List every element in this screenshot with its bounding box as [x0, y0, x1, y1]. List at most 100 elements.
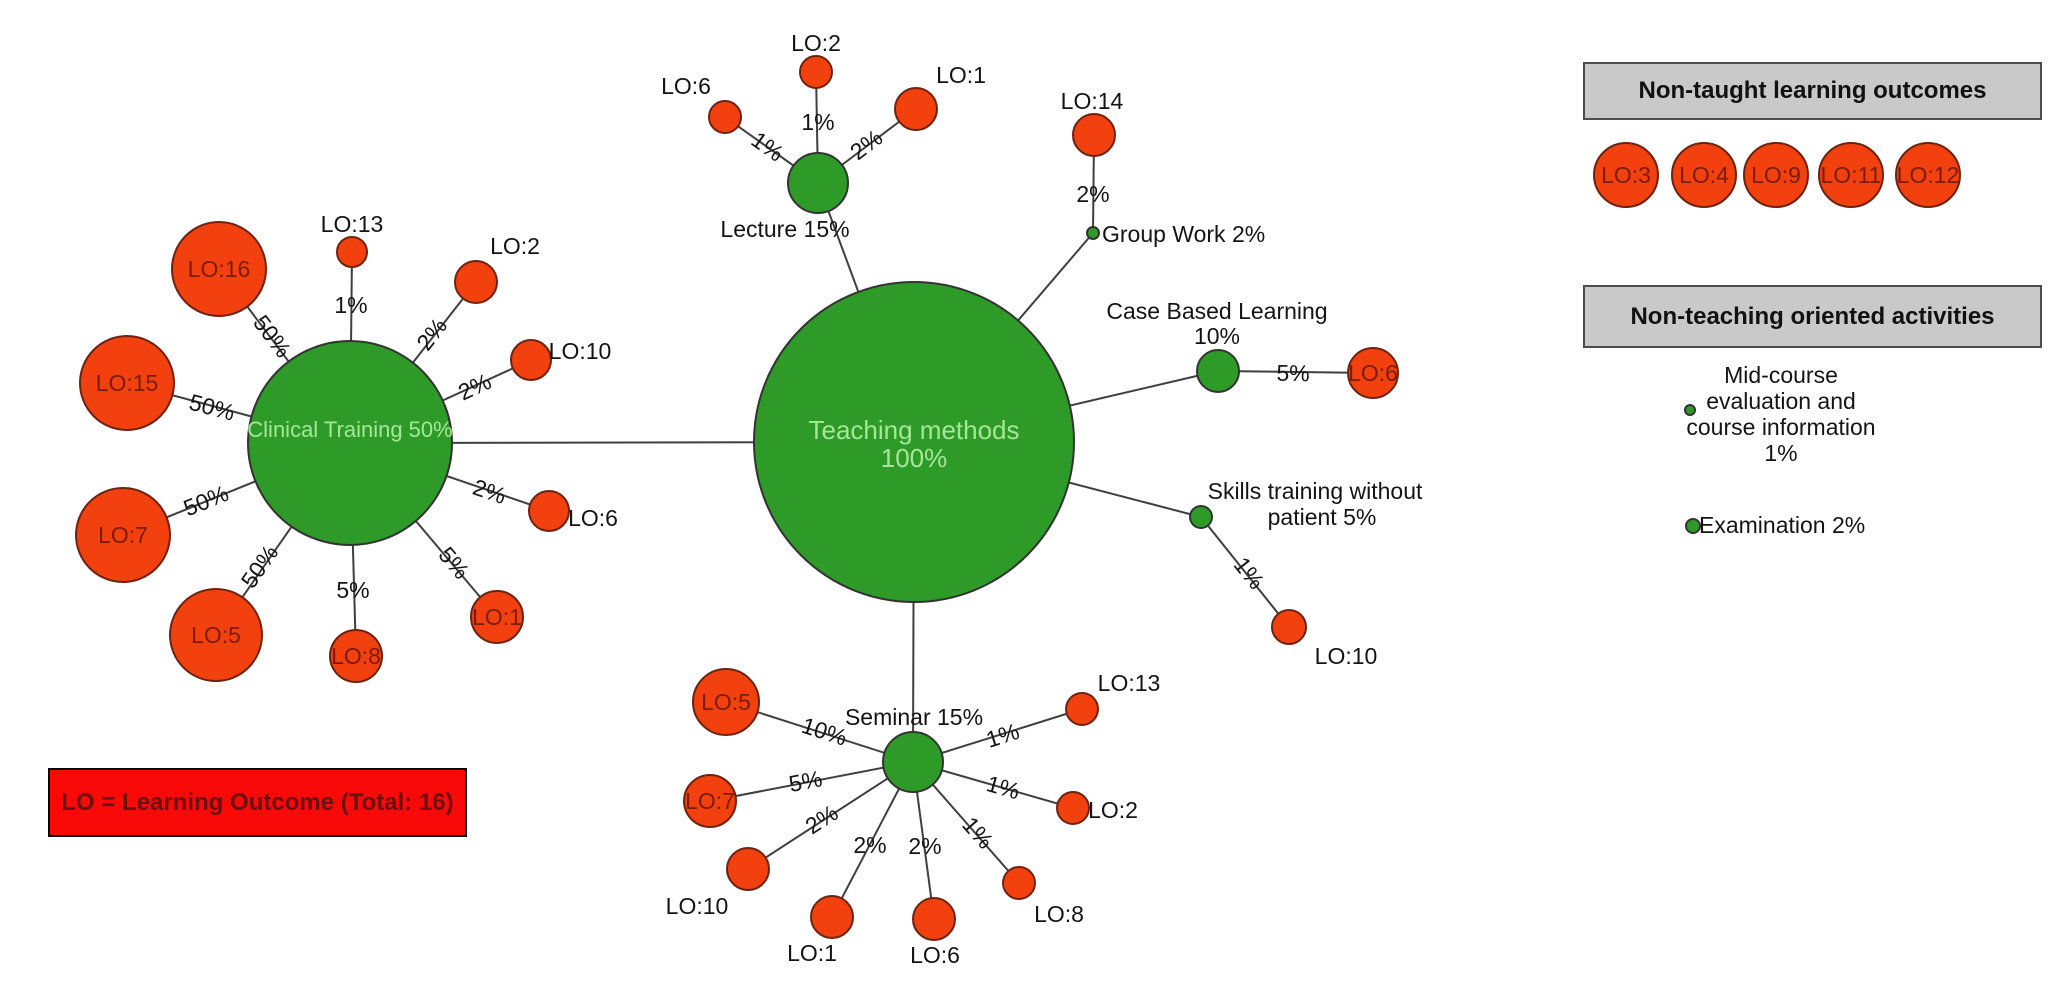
node-lo11 — [1818, 142, 1884, 208]
node-dot2 — [1685, 518, 1701, 534]
node-lo2C — [454, 260, 498, 304]
label-lo6C-0: LO:6 — [568, 505, 618, 531]
label-dot1-2: course information — [1686, 414, 1875, 440]
node-lo6L — [708, 100, 742, 134]
node-lo16C — [171, 221, 267, 317]
edge-label-seminar-lo8S: 1% — [957, 812, 998, 854]
label-lo4-0: LO:4 — [1679, 162, 1729, 188]
edge-label-lecture-lo2L: 1% — [801, 109, 834, 135]
label-lo5C-0: LO:5 — [191, 622, 241, 648]
edge-label-clinical-lo10C: 2% — [454, 368, 495, 405]
label-case-1: 10% — [1194, 323, 1240, 349]
label-lo16C-0: LO:16 — [188, 256, 251, 282]
learning-outcome-note: LO = Learning Outcome (Total: 16) — [48, 768, 467, 837]
node-lo1C — [470, 590, 524, 644]
label-clinical-0: Clinical Training 50% — [247, 417, 452, 442]
node-lo3 — [1593, 142, 1659, 208]
edge-label-clinical-lo8C: 5% — [336, 577, 369, 603]
node-lo2S — [1056, 791, 1090, 825]
label-groupwork-0: Group Work 2% — [1102, 221, 1265, 247]
label-lo11-0: LO:11 — [1821, 162, 1882, 188]
legend-non-taught-title: Non-taught learning outcomes — [1583, 62, 2042, 120]
edge-label-seminar-lo2S: 1% — [984, 770, 1023, 804]
edge-label-clinical-lo6C: 2% — [470, 474, 510, 509]
label-lo14G-0: LO:14 — [1061, 88, 1124, 114]
label-lo2S-0: LO:2 — [1088, 797, 1138, 823]
label-lo13C-0: LO:13 — [321, 211, 384, 237]
label-lo5S-0: LO:5 — [701, 689, 751, 715]
label-lo3-0: LO:3 — [1601, 162, 1651, 188]
label-lo2L-0: LO:2 — [791, 30, 841, 56]
node-lo1L — [894, 87, 938, 131]
node-lo6S — [912, 897, 956, 941]
node-lo8C — [329, 629, 383, 683]
label-lo15C-0: LO:15 — [96, 370, 159, 396]
node-hub — [753, 281, 1075, 603]
label-lo10Sm-0: LO:10 — [666, 893, 729, 919]
edge-seminar-lo7S — [709, 761, 914, 802]
label-lo10C-0: LO:10 — [549, 338, 612, 364]
label-lo13S-0: LO:13 — [1098, 670, 1161, 696]
node-case — [1196, 349, 1240, 393]
node-lo7S — [683, 774, 737, 828]
legend-non-taught-title-text: Non-taught learning outcomes — [1638, 77, 1987, 104]
node-lo7C — [75, 487, 171, 583]
node-groupwork — [1086, 226, 1100, 240]
label-lo7C-0: LO:7 — [98, 522, 148, 548]
edge-label-case-lo6CB: 5% — [1276, 360, 1310, 386]
node-skills — [1189, 505, 1213, 529]
label-lo6S-0: LO:6 — [910, 942, 960, 968]
label-lo8C-0: LO:8 — [331, 643, 381, 669]
edge-label-seminar-lo7S: 5% — [787, 765, 825, 797]
edge-label-seminar-lo10Sm: 2% — [801, 799, 843, 839]
edge-label-groupwork-lo14G: 2% — [1076, 181, 1109, 207]
label-skills-0: Skills training without — [1208, 478, 1423, 504]
edge-label-clinical-lo7C: 50% — [180, 480, 232, 521]
label-dot1-0: Mid-course — [1724, 362, 1838, 388]
label-seminar-0: Seminar 15% — [845, 704, 983, 730]
node-lo10Sm — [726, 847, 770, 891]
node-dot1 — [1684, 404, 1696, 416]
label-lo12-0: LO:12 — [1897, 162, 1960, 188]
label-lo8S-0: LO:8 — [1034, 901, 1084, 927]
node-lo5C — [169, 588, 263, 682]
label-lo2C-0: LO:2 — [490, 233, 540, 259]
label-hub-0: Teaching methods — [808, 415, 1019, 445]
node-lecture — [787, 152, 849, 214]
node-lo15C — [79, 335, 175, 431]
legend-non-teaching-title-text: Non-teaching oriented activities — [1630, 302, 1995, 330]
legend-non-teaching-title: Non-teaching oriented activities — [1583, 285, 2042, 348]
node-lo10S — [1271, 609, 1307, 645]
label-lo7S-0: LO:7 — [685, 788, 735, 814]
node-lo2L — [799, 55, 833, 89]
node-lo13C — [336, 236, 368, 268]
edge-label-seminar-lo5S: 10% — [799, 712, 851, 751]
edge-label-lecture-lo6L: 1% — [747, 126, 789, 166]
node-lo4 — [1671, 142, 1737, 208]
label-lo1C-0: LO:1 — [472, 604, 522, 630]
label-case-0: Case Based Learning — [1106, 298, 1327, 324]
label-lecture-0: Lecture 15% — [720, 216, 849, 242]
node-lo8S — [1002, 866, 1036, 900]
node-lo12 — [1895, 142, 1961, 208]
node-clinical — [247, 340, 453, 546]
node-lo14G — [1072, 113, 1116, 157]
node-lo9 — [1743, 142, 1809, 208]
edge-skills-lo10S — [1200, 516, 1290, 628]
label-hub-1: 100% — [881, 443, 948, 473]
node-lo10C — [510, 339, 552, 381]
learning-outcome-note-text: LO = Learning Outcome (Total: 16) — [61, 788, 454, 816]
label-lo1L-0: LO:1 — [936, 62, 986, 88]
edge-label-clinical-lo13C: 1% — [334, 292, 367, 318]
label-lo6L-0: LO:6 — [661, 73, 711, 99]
label-lo9-0: LO:9 — [1751, 162, 1801, 188]
label-dot1-3: 1% — [1764, 440, 1797, 466]
node-lo1S — [810, 895, 854, 939]
node-lo5S — [692, 668, 760, 736]
edge-label-seminar-lo6S: 2% — [908, 833, 941, 859]
label-skills-1: patient 5% — [1268, 504, 1377, 530]
edge-label-seminar-lo13S: 1% — [983, 718, 1023, 753]
edge-label-seminar-lo1S: 2% — [853, 832, 886, 858]
